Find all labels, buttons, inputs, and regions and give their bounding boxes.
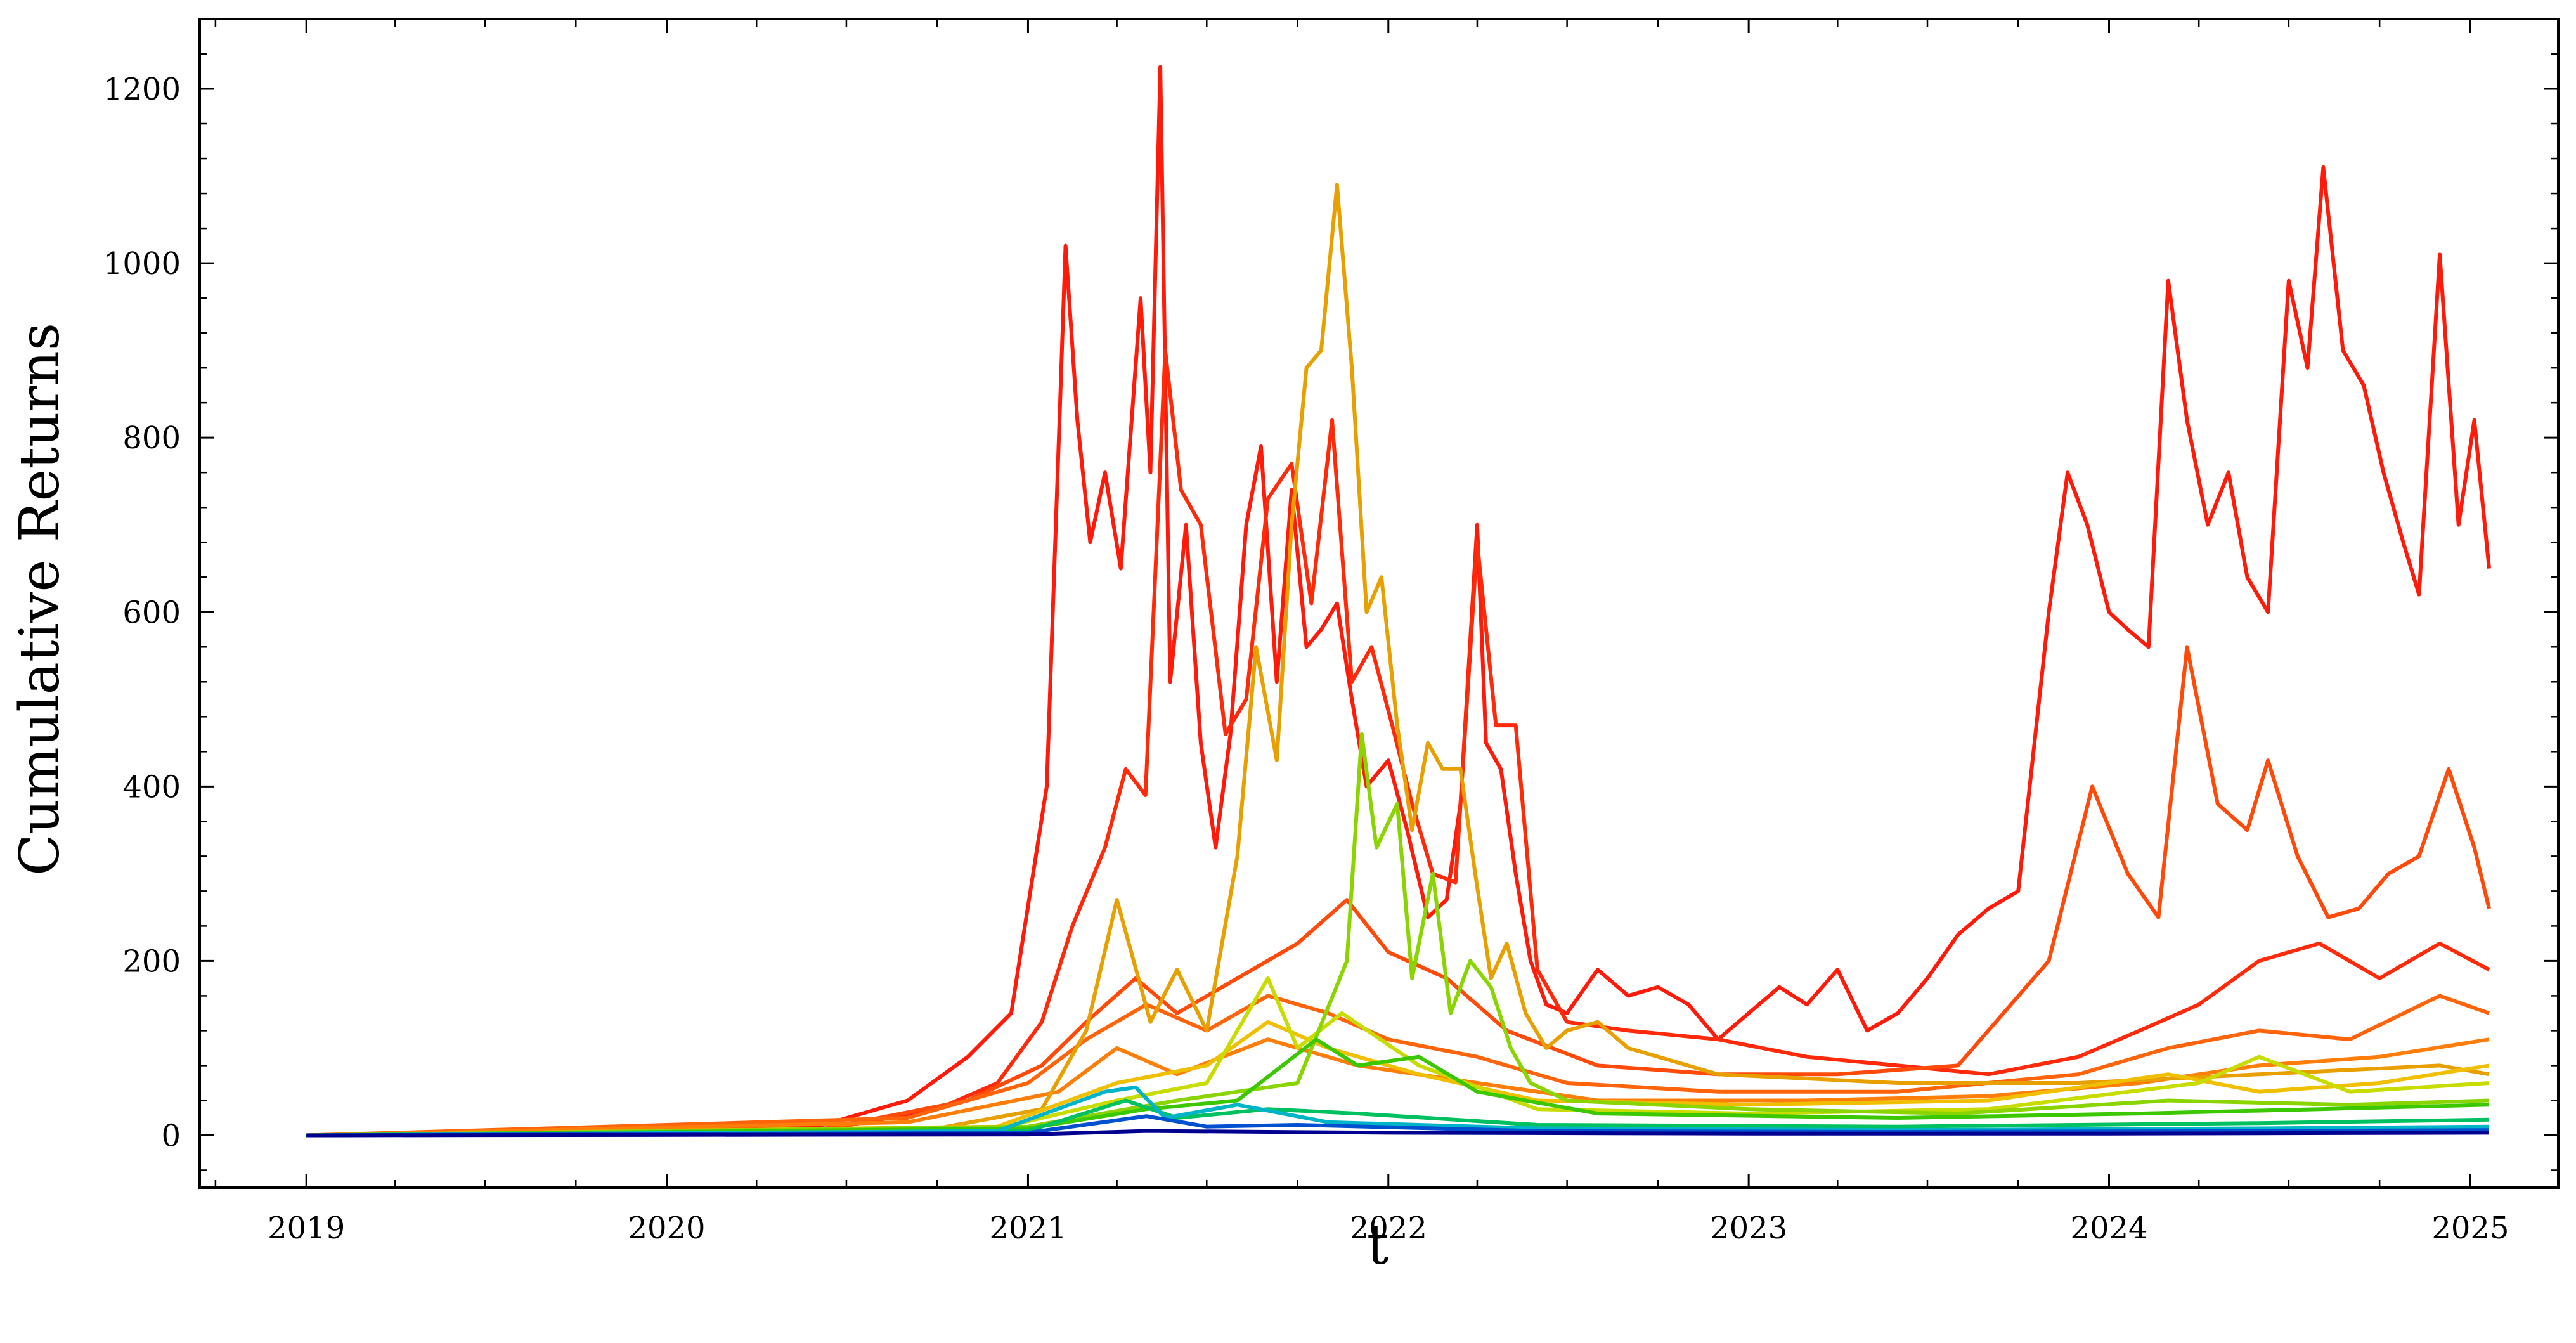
series-line-12 xyxy=(306,1114,2490,1138)
x-tick-label: 2021 xyxy=(989,1210,1066,1246)
y-tick-label: 800 xyxy=(122,420,181,456)
y-tick-label: 600 xyxy=(122,595,181,630)
series-line-3 xyxy=(306,994,2490,1138)
x-tick-label: 2023 xyxy=(1710,1210,1787,1246)
series-line-5 xyxy=(306,183,2490,1138)
series-line-0 xyxy=(306,65,2491,1138)
plot-frame xyxy=(198,18,2560,1189)
y-tick-label: 200 xyxy=(122,944,181,979)
series-line-2 xyxy=(306,645,2491,1138)
x-axis-label: t xyxy=(1367,1214,1389,1277)
x-tick-label: 2024 xyxy=(2070,1210,2147,1246)
series-line-11 xyxy=(306,1085,2490,1138)
series-layer xyxy=(306,65,2491,1138)
x-tick-label: 2025 xyxy=(2431,1210,2509,1246)
y-tick-label: 1000 xyxy=(103,246,181,282)
series-line-13 xyxy=(306,1129,2490,1138)
x-tick-label: 2020 xyxy=(628,1210,705,1246)
series-line-7 xyxy=(306,976,2490,1138)
x-tick-label: 2022 xyxy=(1350,1210,1427,1246)
x-tick-label: 2019 xyxy=(268,1210,345,1246)
y-axis-label: Cumulative Returns xyxy=(8,323,72,876)
series-line-4 xyxy=(306,1037,2490,1138)
y-tick-label: 0 xyxy=(161,1118,181,1153)
tick-label-layer: 2019 2020 2021 2022 2023 2024 2025 0 200 400 600 80… xyxy=(103,72,2509,1246)
y-tick-label: 400 xyxy=(122,769,181,805)
y-tick-label: 1200 xyxy=(103,72,181,107)
series-line-10 xyxy=(306,1098,2490,1138)
